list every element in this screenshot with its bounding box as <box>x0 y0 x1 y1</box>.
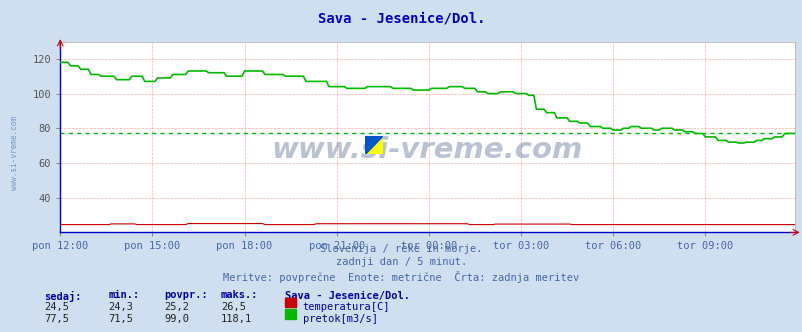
Text: temperatura[C]: temperatura[C] <box>302 302 390 312</box>
Text: maks.:: maks.: <box>221 290 258 300</box>
Text: Meritve: povprečne  Enote: metrične  Črta: zadnja meritev: Meritve: povprečne Enote: metrične Črta:… <box>223 271 579 283</box>
Text: Sava - Jesenice/Dol.: Sava - Jesenice/Dol. <box>318 12 484 26</box>
Text: 71,5: 71,5 <box>108 314 133 324</box>
Text: 77,5: 77,5 <box>44 314 69 324</box>
Text: 24,5: 24,5 <box>44 302 69 312</box>
Text: sedaj:: sedaj: <box>44 290 82 301</box>
Polygon shape <box>365 136 383 154</box>
Text: zadnji dan / 5 minut.: zadnji dan / 5 minut. <box>335 257 467 267</box>
Text: Sava - Jesenice/Dol.: Sava - Jesenice/Dol. <box>285 290 410 300</box>
Text: 118,1: 118,1 <box>221 314 252 324</box>
Text: 24,3: 24,3 <box>108 302 133 312</box>
Text: 25,2: 25,2 <box>164 302 189 312</box>
Text: www.si-vreme.com: www.si-vreme.com <box>10 116 18 190</box>
Polygon shape <box>365 136 383 154</box>
Text: www.si-vreme.com: www.si-vreme.com <box>272 136 582 164</box>
Text: Slovenija / reke in morje.: Slovenija / reke in morje. <box>320 244 482 254</box>
Text: 26,5: 26,5 <box>221 302 245 312</box>
Text: pretok[m3/s]: pretok[m3/s] <box>302 314 377 324</box>
Text: 99,0: 99,0 <box>164 314 189 324</box>
Text: povpr.:: povpr.: <box>164 290 208 300</box>
Text: min.:: min.: <box>108 290 140 300</box>
